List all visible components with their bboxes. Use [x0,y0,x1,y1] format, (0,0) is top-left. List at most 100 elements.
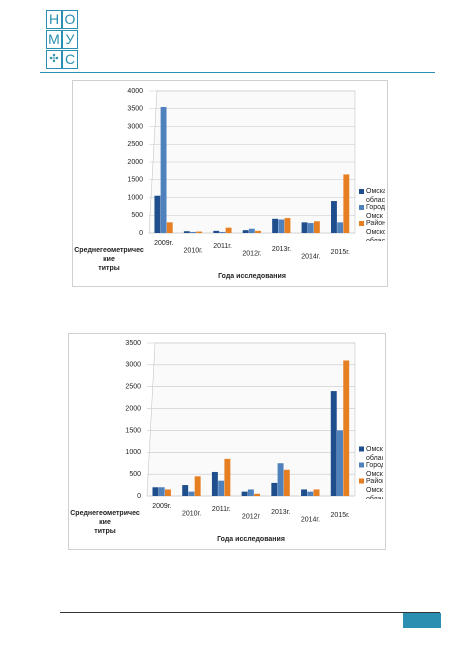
y-tick-label: 500 [131,212,143,219]
legend-entry: Омская область [366,188,385,204]
legend-swatch [359,462,364,468]
bar [154,195,161,233]
x-tick-label: 2013г. [272,246,291,253]
logo-letter: С [62,50,78,69]
y-axis-label: Среднегеометричес [74,247,144,254]
legend-swatch [359,205,364,210]
y-tick-label: 0 [137,493,141,500]
bar [242,230,249,233]
legend-entry: Омская область [366,445,383,462]
x-tick-label: 2010г. [182,510,201,517]
legend-entry: Город Омск [366,204,385,220]
chart: 0 500 1000 1500 2000 2500 3000 3500 2009г. 2010г.… [68,333,386,550]
x-axis-label: Года исследования [217,536,285,543]
logo-letter: О [62,10,78,29]
logo-icon: ✣ [46,50,62,69]
bar [188,491,195,496]
footer-rule [60,612,440,613]
y-tick-label: 3000 [127,123,143,130]
bar [194,476,201,496]
bar [278,219,285,233]
bar [330,391,337,496]
y-tick-label: 500 [129,471,141,478]
bar [255,230,261,233]
y-tick-label: 2000 [127,159,143,166]
bar [211,471,218,496]
legend-swatch [359,446,364,452]
logo-letter: М [46,30,62,49]
legend-entry: Районы Омской области [366,220,385,241]
bar [241,491,248,496]
x-tick-label: 2014г. [301,253,320,260]
bar [337,222,344,233]
bar [313,489,320,496]
bar [166,222,173,233]
legend-label: Омская область [366,188,385,204]
y-tick-label: 3500 [127,106,143,113]
y-tick-label: 2000 [125,405,141,412]
bar [301,222,308,233]
legend-entry: Город Омск [366,461,383,478]
footer-block [403,613,441,628]
y-tick-label: 2500 [127,141,143,148]
bar [254,493,261,496]
legend-swatch [359,189,364,194]
x-tick-label: 2009г. [152,503,171,510]
bar [196,231,203,233]
x-tick-label: 2014г. [301,516,320,523]
bar [283,469,290,496]
y-tick-label: 2500 [125,384,141,391]
y-tick-label: 3000 [125,362,141,369]
legend-label: Районы Омской области [366,220,385,241]
y-axis-label: титры [98,265,119,272]
bar [183,231,190,233]
bar [284,218,291,233]
chart: 0 500 1000 1500 2000 2500 3000 3500 4000 2009г. 20… [72,80,388,287]
bar [219,231,226,233]
y-tick-label: 1000 [125,449,141,456]
x-tick-label: 2010г. [184,247,203,254]
legend-entry: Районы Омской области [366,477,383,499]
x-tick-label: 2009г. [154,240,173,247]
legend-swatch [359,478,364,484]
legend-label: Районы Омской области [366,477,383,499]
bar [271,482,278,496]
bar [248,228,255,233]
x-tick-label: 2011г. [213,243,232,250]
y-axis-label: титры [94,528,115,535]
legend-swatch [359,221,364,226]
bar [152,487,159,496]
bar [158,487,165,496]
y-tick-label: 3500 [125,340,141,347]
bar [213,230,220,233]
logo-letter: Н [46,10,62,29]
x-tick-label: 2015г. [331,512,350,519]
legend-label: Город Омск [366,461,383,478]
back-wall [146,342,356,497]
legend-label: Город Омск [366,204,385,220]
y-tick-label: 4000 [127,88,143,95]
bar [337,430,343,496]
y-axis-label: кие [103,256,115,263]
x-tick-label: 2012г. [242,250,261,257]
bar [301,489,308,496]
bar [343,174,350,233]
bar [224,458,231,496]
header-rule [40,72,435,73]
bar [307,223,314,233]
bar [277,463,284,496]
bar [272,218,279,233]
bar [190,231,196,233]
x-tick-label: 2011г. [212,506,231,513]
bar [182,485,189,496]
y-tick-label: 1000 [127,194,143,201]
x-tick-label: 2013г. [271,509,290,516]
bar [313,221,320,233]
bar [247,489,254,496]
bar [160,106,167,233]
bar [225,227,232,233]
x-tick-label: 2015г. [331,249,350,256]
legend-label: Омская область [366,445,383,462]
y-tick-label: 1500 [127,177,143,184]
bar [307,491,314,496]
